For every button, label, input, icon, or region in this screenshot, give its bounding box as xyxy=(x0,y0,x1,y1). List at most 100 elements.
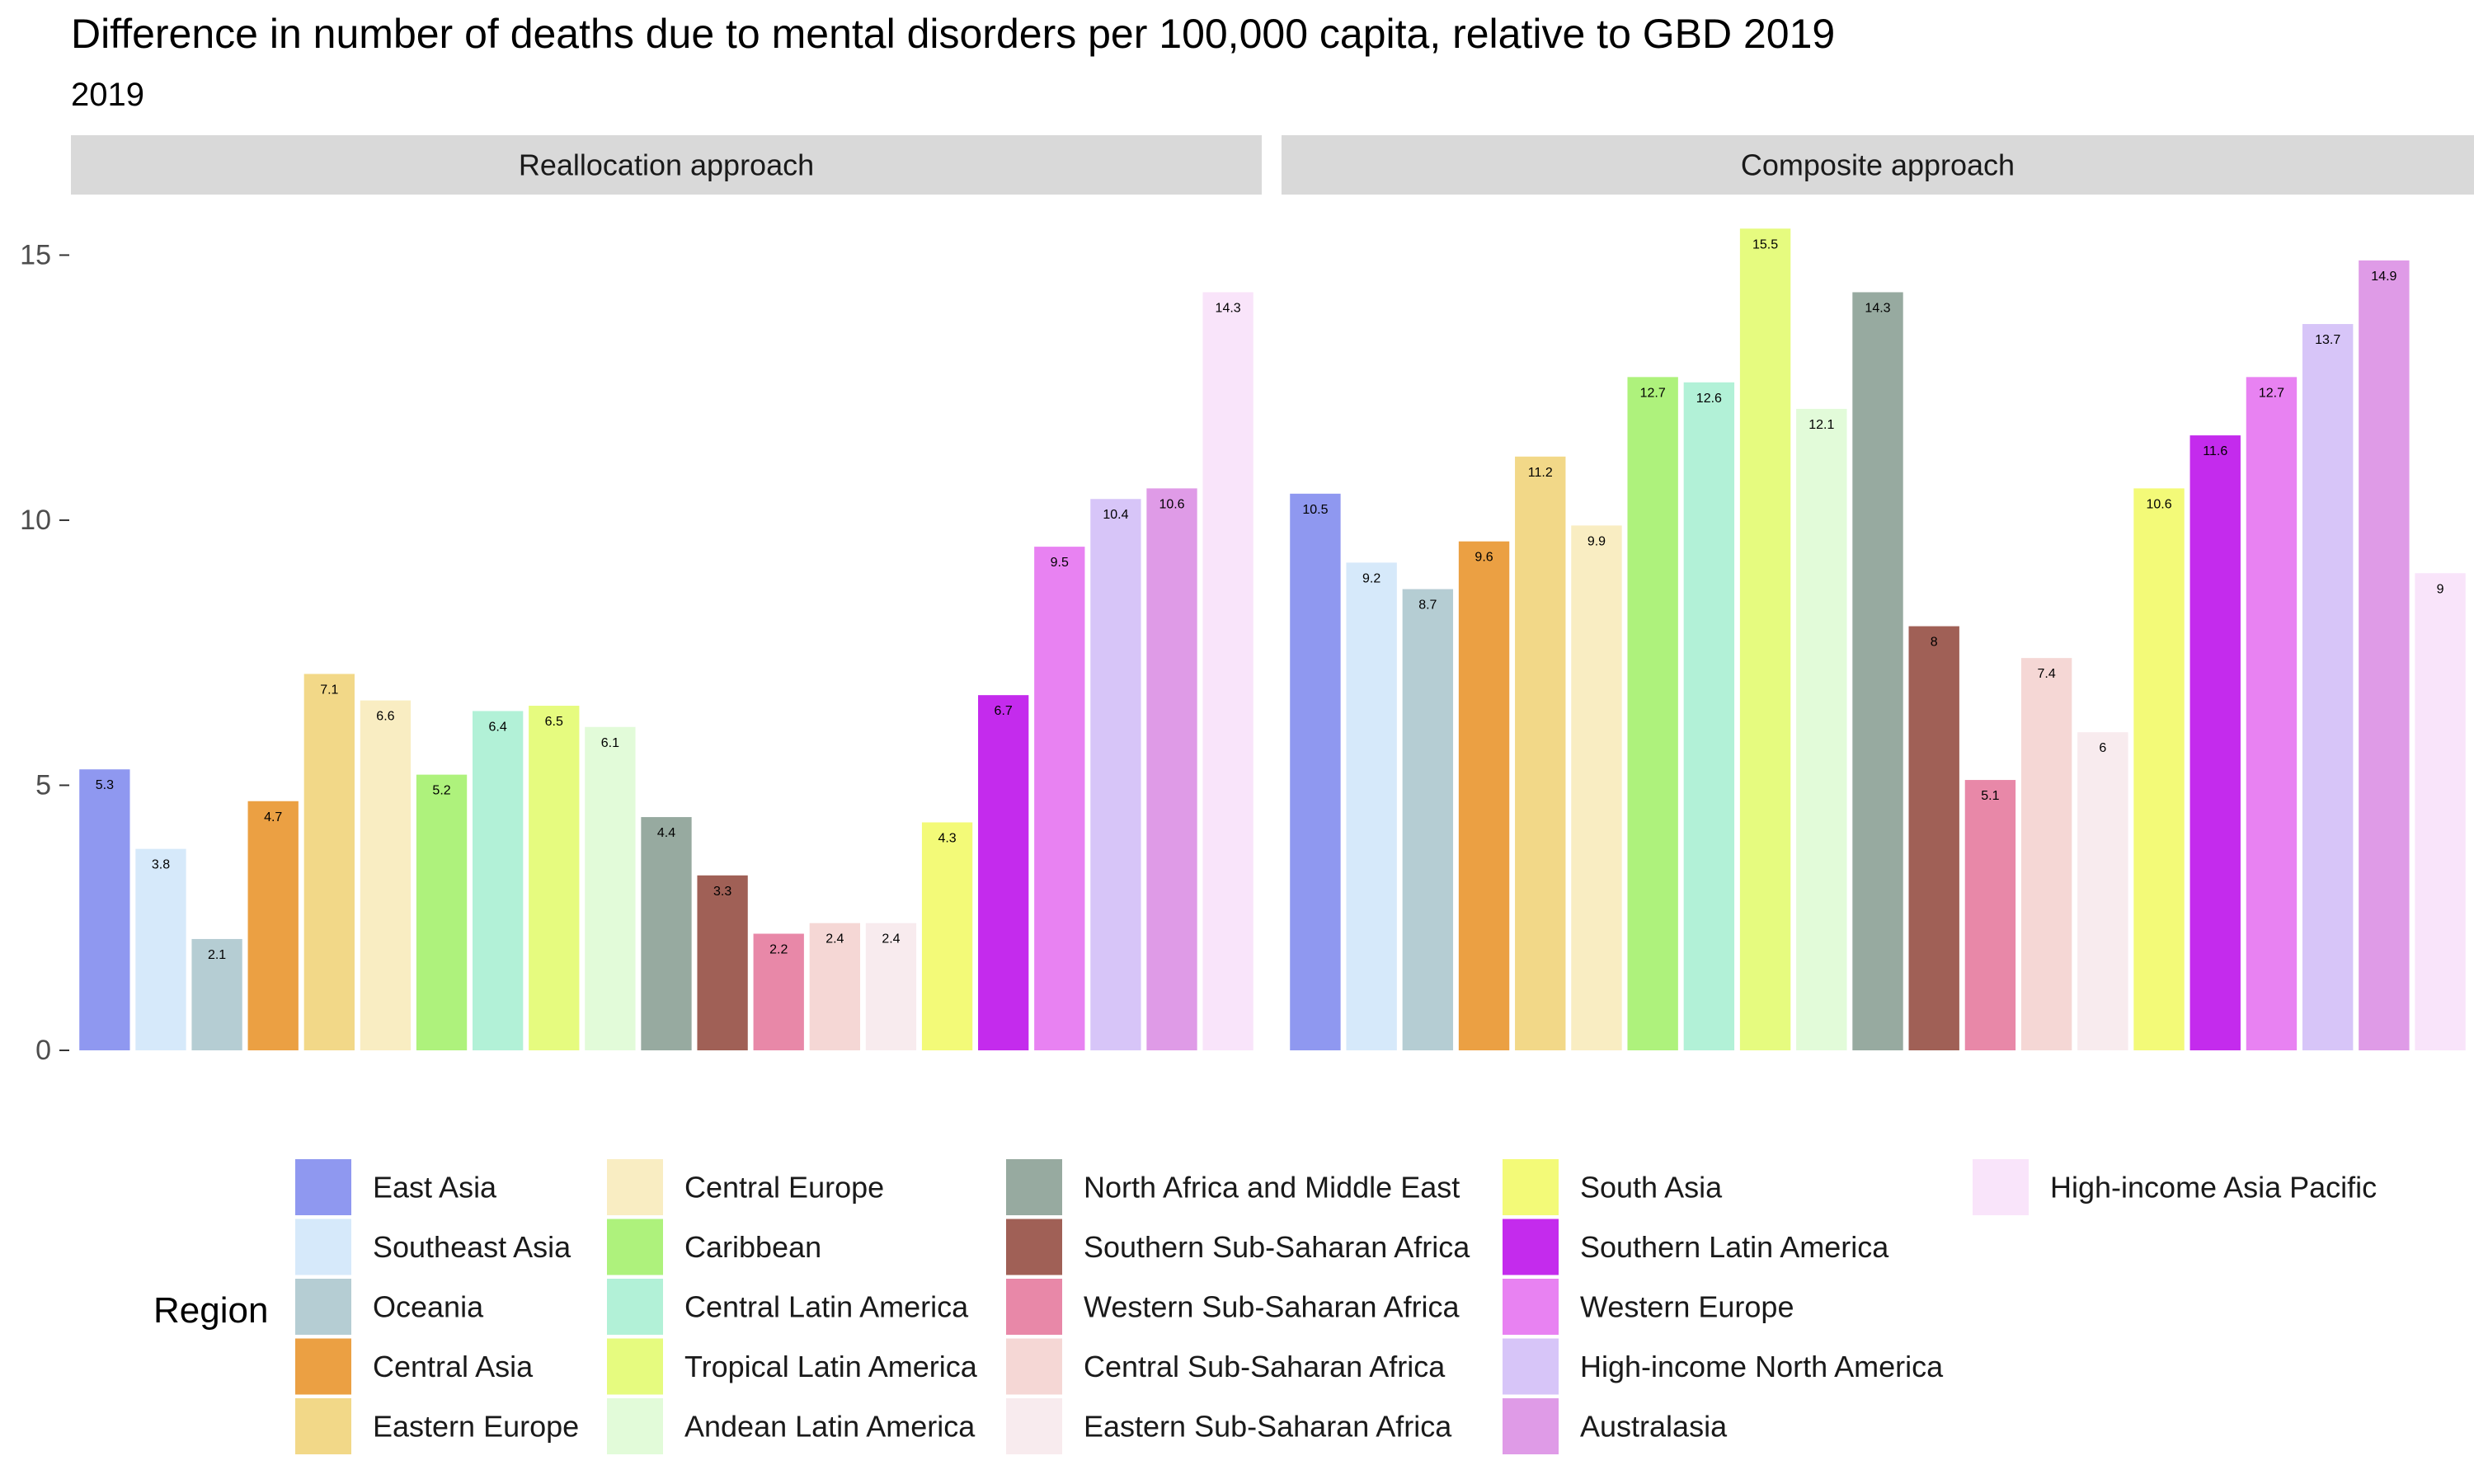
legend-item: Caribbean xyxy=(607,1219,821,1275)
bar xyxy=(529,706,580,1050)
legend-label: Tropical Latin America xyxy=(684,1350,978,1383)
data-label: 4.3 xyxy=(938,831,956,845)
bar xyxy=(473,711,524,1050)
bar xyxy=(2246,377,2298,1051)
data-label: 12.7 xyxy=(1640,386,1666,400)
bar xyxy=(921,822,973,1050)
legend-swatch xyxy=(295,1338,351,1395)
bar xyxy=(1571,525,1622,1050)
data-label: 11.6 xyxy=(2203,444,2227,458)
bar xyxy=(2020,658,2072,1050)
legend-swatch xyxy=(295,1159,351,1215)
data-label: 2.2 xyxy=(769,943,788,957)
legend-label: East Asia xyxy=(373,1171,497,1205)
panel-strip xyxy=(1282,135,2474,195)
legend-swatch xyxy=(295,1279,351,1335)
legend-swatch xyxy=(607,1279,663,1335)
legend-swatch xyxy=(295,1398,351,1454)
legend-label: Caribbean xyxy=(684,1230,821,1264)
bar xyxy=(809,923,860,1050)
bar xyxy=(978,695,1029,1050)
bar xyxy=(1515,456,1566,1050)
legend-item: Central Sub-Saharan Africa xyxy=(1006,1338,1446,1395)
data-label: 9.9 xyxy=(1587,534,1606,548)
data-label: 2.4 xyxy=(882,932,900,946)
legend-swatch xyxy=(1006,1159,1062,1215)
legend-label: Central Sub-Saharan Africa xyxy=(1084,1350,1446,1383)
legend-item: Eastern Sub-Saharan Africa xyxy=(1006,1398,1452,1454)
bar xyxy=(1458,541,1510,1050)
data-label: 3.8 xyxy=(152,858,170,872)
bar xyxy=(1964,780,2016,1050)
data-label: 2.1 xyxy=(208,948,226,962)
data-label: 10.6 xyxy=(1159,497,1184,511)
data-label: 14.9 xyxy=(2371,270,2396,284)
legend-label: South Asia xyxy=(1580,1171,1723,1205)
legend-item: Andean Latin America xyxy=(607,1398,976,1454)
data-label: 6.5 xyxy=(545,715,563,729)
data-label: 14.3 xyxy=(1216,301,1241,315)
legend-label: High-income North America xyxy=(1580,1350,1944,1383)
legend-label: Southern Latin America xyxy=(1580,1230,1889,1264)
legend-item: South Asia xyxy=(1503,1159,1723,1215)
legend-swatch xyxy=(607,1219,663,1275)
data-label: 12.7 xyxy=(2259,386,2284,400)
legend-swatch xyxy=(1503,1338,1559,1395)
data-label: 10.6 xyxy=(2146,497,2171,511)
data-label: 7.1 xyxy=(320,683,338,697)
bar xyxy=(1146,488,1197,1050)
legend-item: Southeast Asia xyxy=(295,1219,571,1275)
data-label: 6.1 xyxy=(601,736,619,750)
panel-1: Reallocation approach 5.3 3.8 2.1 4.7 7.1 6.6 5… xyxy=(71,135,1262,1051)
data-label: 2.4 xyxy=(825,932,844,946)
bar xyxy=(1683,382,1735,1050)
bar xyxy=(303,674,355,1050)
data-label: 11.2 xyxy=(1528,466,1553,480)
bar xyxy=(1202,292,1253,1051)
data-label: 3.3 xyxy=(713,885,731,899)
legend-swatch xyxy=(295,1219,351,1275)
panel-strip xyxy=(71,135,1262,195)
bar xyxy=(360,700,412,1050)
data-label: 5.2 xyxy=(432,784,450,798)
legend-label: Central Europe xyxy=(684,1171,884,1205)
data-label: 7.4 xyxy=(2037,667,2055,681)
y-tick-label: 0 xyxy=(35,1035,51,1066)
chart-title: Difference in number of deaths due to me… xyxy=(71,11,1835,57)
bar xyxy=(1290,493,1341,1050)
legend-swatch xyxy=(1006,1338,1062,1395)
legend-swatch xyxy=(1503,1279,1559,1335)
data-label: 10.5 xyxy=(1302,503,1328,517)
legend-item: Western Sub-Saharan Africa xyxy=(1006,1279,1460,1335)
legend-item: High-income North America xyxy=(1503,1338,1944,1395)
data-label: 4.7 xyxy=(264,810,282,824)
bar xyxy=(2077,732,2128,1050)
bar xyxy=(585,726,636,1050)
legend-label: Southeast Asia xyxy=(373,1230,571,1264)
data-label: 13.7 xyxy=(2315,333,2340,347)
legend-swatch xyxy=(1973,1159,2029,1215)
data-label: 14.3 xyxy=(1865,301,1890,315)
bar xyxy=(1346,562,1397,1050)
bar xyxy=(2133,488,2185,1050)
data-label: 4.4 xyxy=(657,826,675,840)
bar xyxy=(1034,547,1085,1050)
legend-swatch xyxy=(1006,1279,1062,1335)
bar xyxy=(191,938,242,1050)
chart-subtitle: 2019 xyxy=(71,77,144,113)
legend-swatch xyxy=(1006,1219,1062,1275)
bar xyxy=(697,875,748,1050)
bar xyxy=(2302,324,2354,1050)
bar xyxy=(1739,228,1791,1050)
legend-title: Region xyxy=(153,1290,268,1331)
panel-strip-label: Reallocation approach xyxy=(519,148,814,182)
data-label: 8.7 xyxy=(1418,599,1437,613)
bar xyxy=(2415,573,2466,1050)
legend-label: Eastern Europe xyxy=(373,1410,579,1444)
y-axis: 0 5 10 15 xyxy=(20,239,69,1066)
legend-item: Southern Sub-Saharan Africa xyxy=(1006,1219,1470,1275)
legend-swatch xyxy=(1503,1159,1559,1215)
legend-label: Central Asia xyxy=(373,1350,534,1383)
legend-swatch xyxy=(607,1398,663,1454)
legend-label: Western Sub-Saharan Africa xyxy=(1084,1290,1460,1324)
